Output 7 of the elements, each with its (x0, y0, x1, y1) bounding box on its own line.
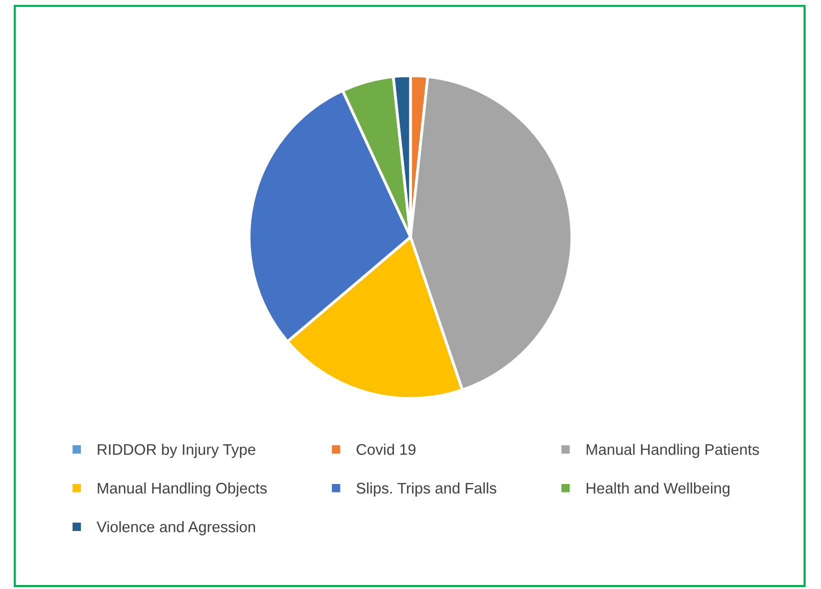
legend-label: Manual Handling Patients (586, 444, 759, 458)
legend-label: Violence and Agression (96, 521, 256, 536)
legend-label: RIDDOR by Injury Type (98, 444, 256, 458)
legend-label: Health and Wellbeing (586, 482, 730, 497)
legend-label: Covid 19 (356, 444, 416, 455)
legend-label: Manual Handling Objects (98, 482, 267, 497)
legend-label: Slips. Trips and Falls (356, 482, 496, 497)
